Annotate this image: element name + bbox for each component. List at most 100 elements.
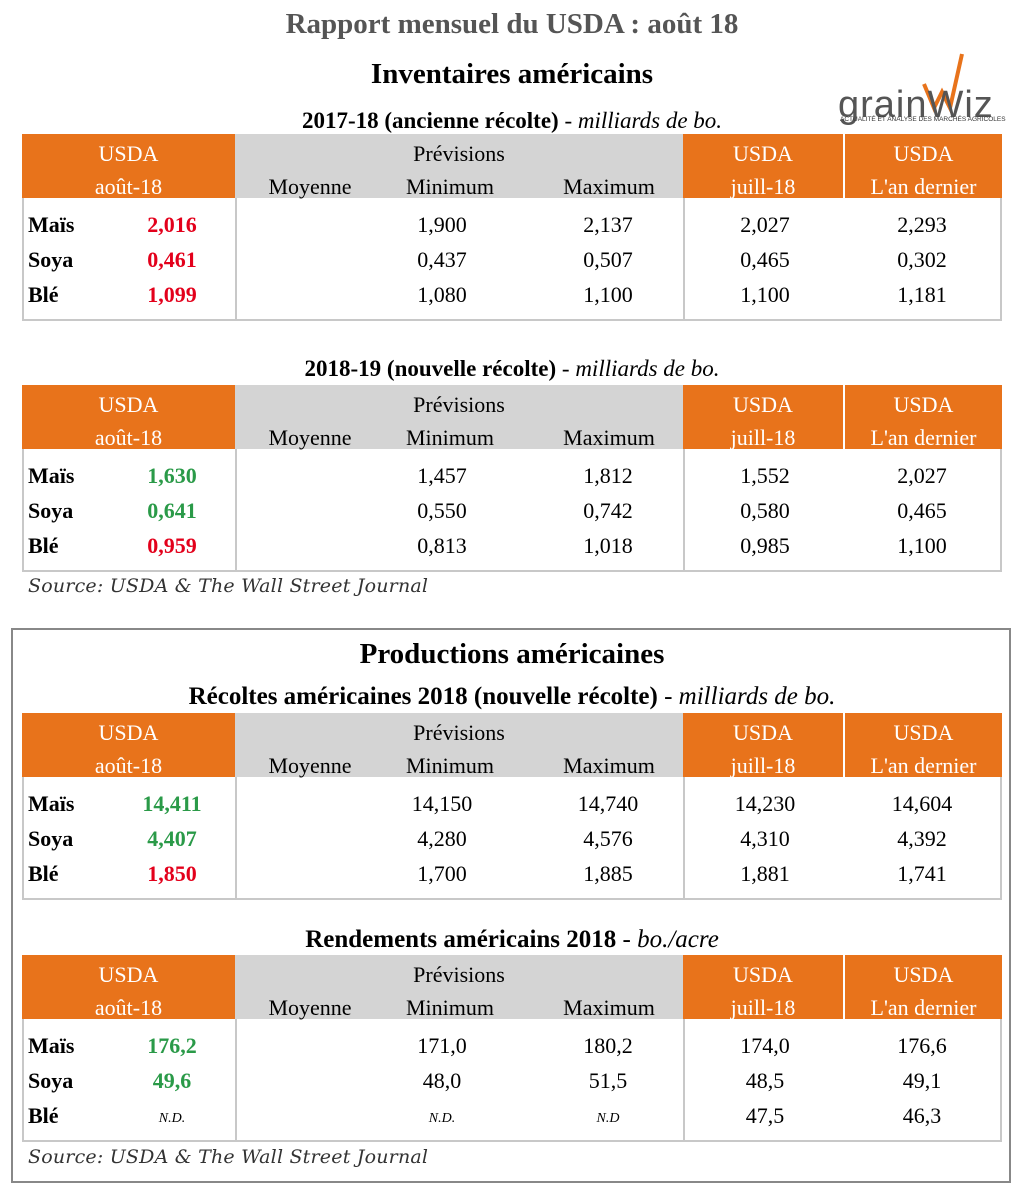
row-label: Maïs [28, 1033, 75, 1058]
table-body: Maïs 1,630 1,457 1,812 1,552 2,027 Soya 0,641 0,… [22, 449, 1002, 572]
cell-min: 1,018 [583, 533, 633, 558]
header-moyenne: Moyenne [268, 995, 352, 1020]
header-maximum: Maximum [563, 174, 655, 199]
table-row: Soya 0,461 0,437 0,507 0,465 0,302 [24, 247, 1000, 281]
header-usda3: USDA [893, 141, 954, 166]
table-header: USDA août-18 Prévisions Moyenne Minimum Maxim… [22, 134, 1002, 199]
cell-aout: N.D. [158, 1111, 186, 1126]
cell-moy: 1,900 [417, 212, 467, 237]
row-label: Blé [28, 282, 59, 307]
header-aout: août-18 [94, 995, 163, 1020]
cell-last: 46,3 [902, 1103, 942, 1128]
productions-box [11, 628, 1011, 1183]
cell-aout: 0,641 [147, 498, 197, 523]
header-moyenne: Moyenne [268, 753, 352, 778]
header-moyenne: Moyenne [268, 425, 352, 450]
row-label: Blé [28, 861, 59, 886]
header-previsions: Prévisions [413, 392, 505, 417]
inventaires-title: Inventaires américains [370, 58, 654, 90]
cell-last: 1,181 [897, 282, 947, 307]
row-label: Soya [28, 247, 74, 272]
cell-moy: N.D. [428, 1111, 456, 1126]
cell-min: 1,885 [583, 861, 633, 886]
table-header: USDA août-18 Prévisions Moyenne Minimum Maxim… [22, 385, 1002, 450]
table-row: Maïs 1,630 1,457 1,812 1,552 2,027 [24, 463, 1000, 497]
source-note: Source: USDA & The Wall Street Journal [28, 575, 429, 597]
cell-min: 2,137 [583, 212, 633, 237]
header-aout: août-18 [94, 425, 163, 450]
cell-juill: 14,230 [734, 791, 796, 816]
row-label: Blé [28, 1103, 59, 1128]
cell-last: 2,027 [897, 463, 947, 488]
header-maximum: Maximum [563, 425, 655, 450]
table-row: Blé 1,850 1,700 1,885 1,881 1,741 [24, 861, 1000, 895]
productions-title: Productions américaines [359, 638, 665, 670]
table-header: USDA août-18 Prévisions Moyenne Minimum Maxim… [22, 955, 1002, 1020]
header-juill: juill-18 [730, 174, 796, 199]
cell-juill: 4,310 [740, 826, 790, 851]
header-usda1: USDA [98, 141, 159, 166]
table-body: Maïs 176,2 171,0 180,2 174,0 176,6 Soya 49,6 48,… [22, 1019, 1002, 1142]
table-row: Soya 0,641 0,550 0,742 0,580 0,465 [24, 498, 1000, 532]
cell-aout: 176,2 [147, 1033, 197, 1058]
cell-moy: 14,150 [411, 791, 473, 816]
cell-min: 4,576 [583, 826, 633, 851]
row-label: Maïs [28, 791, 75, 816]
table-body: Maïs 2,016 1,900 2,137 2,027 2,293 Soya 0,461 0,… [22, 198, 1002, 321]
cell-moy: 1,457 [417, 463, 467, 488]
cell-last: 2,293 [897, 212, 947, 237]
header-last: L'an dernier [870, 425, 977, 450]
cell-min: N.D [596, 1111, 620, 1126]
header-aout: août-18 [94, 174, 163, 199]
grainwiz-logo [836, 48, 996, 128]
header-usda2: USDA [733, 141, 793, 166]
table-row: Blé N.D. N.D. N.D 47,5 46,3 [24, 1103, 1000, 1137]
cell-aout: 0,959 [147, 533, 197, 558]
header-minimum: Minimum [405, 174, 494, 199]
cell-min: 14,740 [577, 791, 639, 816]
cell-last: 176,6 [897, 1033, 947, 1058]
cell-min: 0,742 [583, 498, 633, 523]
header-usda1: USDA [98, 962, 159, 987]
cell-min: 0,507 [583, 247, 633, 272]
table-row: Soya 49,6 48,0 51,5 48,5 49,1 [24, 1068, 1000, 1102]
row-label: Blé [28, 533, 59, 558]
cell-juill: 1,552 [740, 463, 790, 488]
header-juill: juill-18 [730, 995, 796, 1020]
cell-moy: 0,550 [417, 498, 467, 523]
table1-subtitle: 2017-18 (ancienne récolte) - milliards d… [301, 108, 723, 133]
table-row: Blé 0,959 0,813 1,018 0,985 1,100 [24, 533, 1000, 567]
cell-last: 49,1 [902, 1068, 942, 1093]
header-previsions: Prévisions [413, 720, 505, 745]
row-label: Maïs [28, 212, 75, 237]
cell-last: 14,604 [891, 791, 953, 816]
header-usda1: USDA [98, 392, 159, 417]
header-previsions: Prévisions [413, 962, 505, 987]
cell-moy: 0,437 [417, 247, 467, 272]
header-moyenne: Moyenne [268, 174, 352, 199]
cell-aout: 49,6 [152, 1068, 192, 1093]
cell-juill: 47,5 [745, 1103, 785, 1128]
header-last: L'an dernier [870, 995, 977, 1020]
cell-moy: 1,080 [417, 282, 467, 307]
cell-aout: 14,411 [142, 791, 202, 816]
header-usda1: USDA [98, 720, 159, 745]
logo-tagline: ACTUALITÉ ET ANALYSE DES MARCHÉS AGRICOL… [840, 116, 1006, 123]
header-aout: août-18 [94, 753, 163, 778]
cell-juill: 1,100 [740, 282, 790, 307]
header-juill: juill-18 [730, 753, 796, 778]
table2-subtitle: 2018-19 (nouvelle récolte) - milliards d… [304, 356, 720, 381]
table-header: USDA août-18 Prévisions Moyenne Minimum Maxim… [22, 713, 1002, 778]
row-label: Maïs [28, 463, 75, 488]
header-minimum: Minimum [405, 753, 494, 778]
table-body: Maïs 14,411 14,150 14,740 14,230 14,604 Soya 4,… [22, 777, 1002, 900]
table4-subtitle: Rendements américains 2018 - bo./acre [305, 926, 719, 953]
cell-last: 0,465 [897, 498, 947, 523]
cell-moy: 4,280 [417, 826, 467, 851]
table-row: Soya 4,407 4,280 4,576 4,310 4,392 [24, 826, 1000, 860]
header-usda2: USDA [733, 720, 793, 745]
row-label: Soya [28, 826, 74, 851]
cell-aout: 4,407 [147, 826, 197, 851]
cell-min: 51,5 [588, 1068, 628, 1093]
header-previsions: Prévisions [413, 141, 505, 166]
